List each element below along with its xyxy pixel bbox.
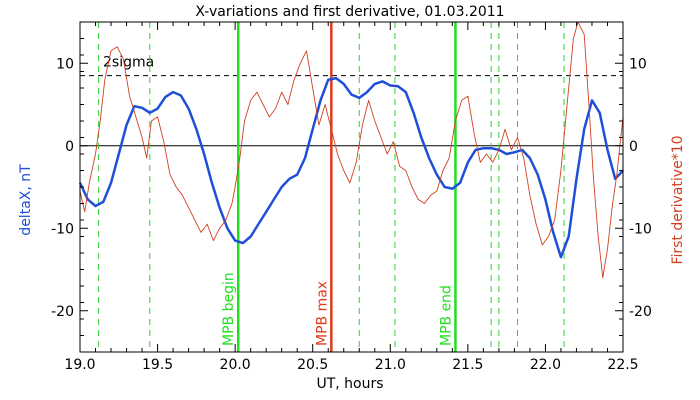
x-axis: 19.0 19.5 20.0 20.5 21.0 21.5 22.0 22.5 — [64, 22, 639, 373]
y-tick-label-right: -10 — [629, 221, 652, 237]
y-axis-left-label: deltaX, nT — [18, 164, 34, 236]
threshold-label: 2sigma — [103, 55, 154, 71]
x-tick-label: 20.0 — [220, 357, 251, 373]
event-marker-label: MPB end — [438, 285, 454, 346]
series-layer — [78, 21, 624, 279]
x-tick-label: 21.0 — [375, 357, 406, 373]
y-axis-right-label: First derivative*10 — [670, 135, 686, 264]
x-tick-label: 20.5 — [297, 357, 328, 373]
x-tick-label: 22.5 — [607, 357, 638, 373]
x-tick-label: 21.5 — [452, 357, 483, 373]
event-markers: MPB begin MPB max MPB end — [221, 22, 457, 352]
y-tick-label-left: 0 — [65, 139, 74, 155]
x-axis-label: UT, hours — [316, 376, 383, 392]
y-axis-left: -20 -10 0 10 — [51, 21, 88, 353]
y-tick-label-left: -10 — [51, 221, 74, 237]
event-marker-label: MPB max — [314, 281, 330, 346]
y-tick-label-left: -20 — [51, 304, 74, 320]
y-tick-label-left: 10 — [56, 56, 74, 72]
minor-markers — [98, 22, 565, 352]
event-marker-label: MPB begin — [221, 272, 237, 346]
series-line — [78, 76, 624, 259]
plot-area: 2sigma MPB begin MPB max MPB end — [78, 21, 624, 353]
y-tick-label-right: 10 — [629, 56, 647, 72]
series-line — [79, 21, 624, 279]
y-tick-label-right: 0 — [629, 139, 638, 155]
x-tick-label: 19.0 — [64, 357, 95, 373]
y-tick-label-right: -20 — [629, 304, 652, 320]
x-tick-label: 22.0 — [530, 357, 561, 373]
x-tick-label: 19.5 — [142, 357, 173, 373]
y-axis-right: -20 -10 0 10 — [615, 21, 652, 353]
chart-title: X-variations and first derivative, 01.03… — [195, 4, 504, 20]
